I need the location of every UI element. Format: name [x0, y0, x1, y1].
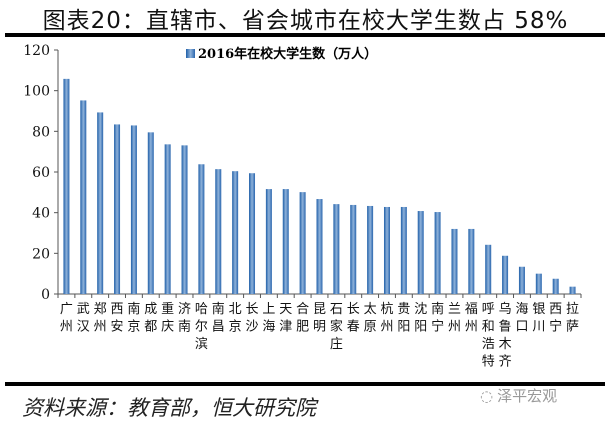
x-category-label: 重庆: [161, 301, 174, 335]
figure-title: 图表20：直辖市、省会城市在校大学生数占 58%: [42, 8, 569, 34]
bar-南京: [130, 125, 137, 294]
x-category-label: 杭州: [380, 302, 393, 335]
bar-昆明: [316, 199, 323, 294]
y-tick-label: 120: [23, 43, 50, 59]
bottom-rule: [5, 382, 605, 386]
bar-上海: [265, 189, 272, 294]
bar-成都: [147, 132, 154, 294]
x-category-label: 长春: [347, 302, 360, 335]
x-category-label: 沈阳: [414, 302, 427, 335]
x-category-label: 合肥: [296, 302, 309, 335]
x-category-label: 哈尔滨: [195, 302, 208, 352]
bar-济南: [181, 145, 188, 294]
bar-乌鲁木齐: [502, 255, 509, 294]
x-category-label: 长沙: [246, 302, 259, 335]
bar-南昌: [215, 169, 222, 294]
x-category-label: 呼和浩特: [482, 302, 495, 370]
top-rule: [5, 33, 605, 37]
bar-西宁: [552, 278, 559, 294]
legend-label: 2016年在校大学生数（万人）: [198, 46, 377, 62]
bar-沈阳: [417, 211, 424, 294]
bar-合肥: [299, 192, 306, 294]
x-category-label: 银川: [532, 302, 545, 335]
wechat-logo-icon: ◌: [480, 386, 494, 405]
y-tick-label: 20: [32, 246, 50, 262]
x-category-label: 成都: [144, 302, 157, 335]
x-category-label: 郑州: [94, 302, 107, 335]
source-note: 资料来源：教育部，恒大研究院: [22, 396, 316, 420]
bar-哈尔滨: [198, 164, 205, 294]
bar-重庆: [164, 144, 171, 294]
x-category-label: 海口: [515, 302, 528, 335]
bar-长春: [350, 204, 357, 294]
x-category-label: 石家庄: [330, 302, 343, 352]
bar-南宁: [434, 212, 441, 294]
x-category-label: 上海: [262, 302, 275, 335]
x-category-label: 南宁: [431, 301, 444, 335]
watermark: ◌ 泽平宏观: [480, 385, 557, 406]
x-category-label: 天津: [279, 302, 292, 335]
y-tick-label: 0: [41, 287, 50, 303]
x-category-label: 拉萨: [566, 302, 579, 335]
bar-杭州: [383, 206, 390, 294]
bar-太原: [367, 205, 374, 294]
bar-西安: [114, 124, 121, 294]
bar-呼和浩特: [485, 244, 492, 294]
x-category-label: 南京: [127, 301, 140, 335]
bar-拉萨: [569, 286, 576, 294]
bar-福州: [468, 228, 475, 294]
legend-swatch: [186, 49, 195, 58]
x-category-label: 乌鲁木齐: [499, 301, 512, 370]
y-tick-label: 40: [32, 206, 50, 222]
x-category-label: 广州: [60, 302, 73, 335]
bar-银川: [535, 273, 542, 294]
x-category-label: 昆明: [313, 302, 326, 335]
y-tick-label: 100: [23, 84, 50, 100]
bar-广州: [63, 78, 70, 294]
y-tick-label: 80: [32, 124, 50, 140]
bar-兰州: [451, 228, 458, 294]
x-category-label: 西安: [111, 302, 124, 335]
bar-长沙: [249, 173, 256, 294]
bar-石家庄: [333, 204, 340, 294]
bar-chart: 2016年在校大学生数（万人） 020406080100120广州武汉郑州西安南…: [23, 43, 582, 370]
x-category-label: 济南: [178, 302, 191, 335]
x-category-label: 西宁: [549, 302, 562, 335]
bar-海口: [518, 266, 525, 294]
bar-郑州: [97, 112, 104, 294]
x-category-label: 兰州: [448, 302, 461, 335]
watermark-text: 泽平宏观: [497, 387, 558, 405]
x-category-label: 北京: [229, 302, 242, 335]
y-tick-label: 60: [32, 165, 50, 181]
bar-武汉: [80, 100, 87, 294]
bar-贵阳: [400, 206, 407, 294]
x-category-label: 贵阳: [397, 302, 410, 335]
x-category-label: 福州: [465, 302, 478, 335]
bar-北京: [232, 171, 239, 294]
bar-天津: [282, 189, 289, 294]
x-category-label: 南昌: [212, 301, 225, 335]
x-category-label: 武汉: [77, 302, 90, 335]
x-category-label: 太原: [364, 302, 377, 335]
legend: 2016年在校大学生数（万人）: [186, 46, 377, 62]
